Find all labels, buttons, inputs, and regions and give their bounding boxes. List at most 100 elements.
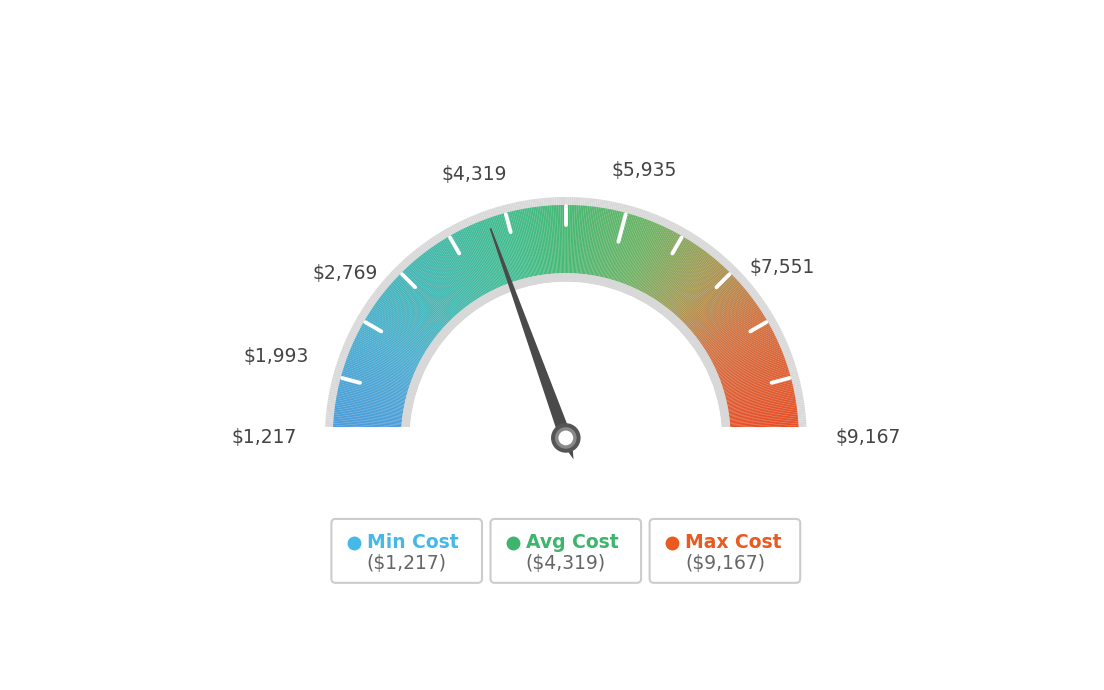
- Wedge shape: [362, 322, 423, 357]
- Wedge shape: [353, 322, 428, 364]
- Wedge shape: [689, 289, 756, 342]
- Wedge shape: [562, 205, 564, 273]
- Wedge shape: [554, 197, 560, 282]
- Wedge shape: [725, 382, 793, 400]
- Wedge shape: [339, 384, 405, 401]
- Wedge shape: [362, 307, 434, 354]
- Wedge shape: [713, 334, 775, 366]
- Wedge shape: [691, 293, 760, 345]
- Wedge shape: [565, 205, 567, 273]
- Wedge shape: [479, 213, 510, 292]
- Wedge shape: [365, 318, 425, 354]
- Wedge shape: [519, 201, 537, 284]
- Wedge shape: [728, 396, 795, 410]
- Wedge shape: [633, 225, 661, 288]
- Wedge shape: [340, 351, 420, 382]
- Wedge shape: [527, 200, 541, 283]
- Wedge shape: [371, 308, 428, 348]
- Wedge shape: [545, 206, 553, 274]
- Wedge shape: [572, 205, 576, 273]
- Wedge shape: [468, 217, 503, 295]
- Wedge shape: [708, 319, 767, 355]
- Wedge shape: [647, 235, 682, 295]
- Wedge shape: [585, 206, 595, 275]
- Wedge shape: [712, 332, 774, 364]
- Wedge shape: [699, 310, 772, 356]
- Wedge shape: [701, 306, 758, 345]
- Wedge shape: [582, 198, 592, 282]
- Wedge shape: [688, 286, 754, 340]
- Wedge shape: [327, 406, 411, 418]
- Wedge shape: [362, 324, 422, 359]
- Wedge shape: [710, 344, 788, 378]
- Wedge shape: [731, 425, 798, 430]
- Wedge shape: [588, 199, 602, 283]
- Wedge shape: [565, 197, 567, 281]
- Wedge shape: [724, 371, 789, 392]
- Wedge shape: [325, 432, 408, 435]
- Wedge shape: [731, 433, 799, 435]
- Wedge shape: [584, 206, 593, 275]
- Circle shape: [551, 423, 581, 453]
- Wedge shape: [592, 200, 607, 284]
- Wedge shape: [531, 207, 542, 275]
- Wedge shape: [444, 238, 481, 297]
- Wedge shape: [648, 233, 693, 305]
- Wedge shape: [434, 245, 474, 302]
- Text: ($1,217): ($1,217): [367, 553, 447, 573]
- Wedge shape: [399, 275, 448, 324]
- Wedge shape: [719, 382, 800, 402]
- Wedge shape: [669, 256, 713, 310]
- Wedge shape: [392, 281, 444, 328]
- Wedge shape: [669, 257, 726, 321]
- Wedge shape: [638, 228, 670, 290]
- Wedge shape: [677, 266, 724, 317]
- Wedge shape: [720, 355, 784, 381]
- Wedge shape: [533, 207, 544, 275]
- Wedge shape: [364, 304, 435, 352]
- Wedge shape: [373, 306, 431, 345]
- Wedge shape: [730, 413, 797, 421]
- Text: $4,319: $4,319: [442, 166, 508, 184]
- Wedge shape: [570, 197, 573, 282]
- Wedge shape: [652, 240, 691, 299]
- Text: $1,993: $1,993: [244, 347, 309, 366]
- Wedge shape: [682, 276, 745, 333]
- Wedge shape: [660, 247, 701, 304]
- Wedge shape: [604, 211, 622, 278]
- Wedge shape: [347, 357, 411, 382]
- Wedge shape: [372, 293, 440, 345]
- Wedge shape: [341, 377, 407, 395]
- Wedge shape: [412, 262, 458, 315]
- Wedge shape: [376, 287, 444, 341]
- Wedge shape: [428, 248, 470, 304]
- Wedge shape: [730, 416, 798, 424]
- Wedge shape: [511, 211, 529, 277]
- Wedge shape: [723, 436, 807, 438]
- Wedge shape: [407, 255, 464, 319]
- Wedge shape: [376, 301, 433, 342]
- Wedge shape: [401, 272, 450, 322]
- Wedge shape: [535, 199, 548, 282]
- Wedge shape: [414, 250, 468, 316]
- Wedge shape: [467, 226, 497, 289]
- Wedge shape: [623, 219, 648, 284]
- Wedge shape: [335, 405, 403, 416]
- Wedge shape: [468, 226, 498, 288]
- Wedge shape: [524, 208, 538, 276]
- Wedge shape: [709, 337, 785, 373]
- Wedge shape: [333, 373, 415, 397]
- Wedge shape: [681, 275, 744, 333]
- Wedge shape: [628, 217, 664, 295]
- Wedge shape: [583, 206, 592, 274]
- Wedge shape: [698, 309, 771, 355]
- Wedge shape: [367, 301, 437, 350]
- Wedge shape: [622, 219, 647, 284]
- Wedge shape: [609, 206, 635, 288]
- Wedge shape: [335, 408, 402, 419]
- Wedge shape: [540, 198, 550, 282]
- Wedge shape: [595, 209, 609, 276]
- Wedge shape: [728, 391, 794, 406]
- Wedge shape: [692, 295, 761, 346]
- Wedge shape: [705, 328, 782, 368]
